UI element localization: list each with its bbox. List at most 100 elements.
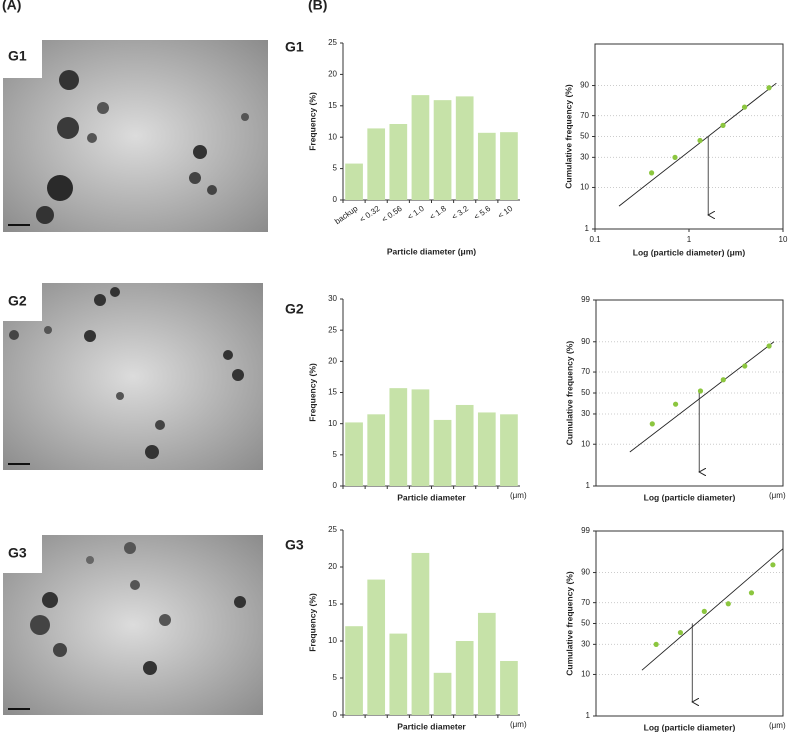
x-axis-label: Log (particle diameter)	[644, 722, 736, 732]
fit-line	[618, 82, 777, 207]
x-axis-label: Particle diameter	[397, 492, 466, 502]
point	[725, 601, 731, 607]
y-tick-label: 15	[328, 599, 337, 608]
point	[720, 122, 726, 128]
bar	[500, 414, 518, 486]
point	[701, 608, 707, 614]
panel-label: (A)	[2, 0, 21, 13]
y-tick-label: 0	[333, 481, 338, 490]
point	[697, 388, 704, 394]
point	[672, 154, 678, 160]
micrograph	[3, 535, 263, 715]
bar	[367, 128, 386, 200]
unit-label: (μm)	[510, 720, 527, 729]
y-tick-label: 5	[333, 673, 338, 682]
y-tick-label: 10	[581, 439, 590, 448]
micrograph-label: G2	[8, 293, 27, 309]
y-tick-label: 25	[328, 525, 337, 534]
x-axis-label: Log (particle diameter) (μm)	[633, 247, 746, 257]
y-tick-label: 70	[581, 367, 590, 376]
bar	[367, 414, 386, 486]
unit-label: (μm)	[769, 721, 786, 730]
y-tick-label: 25	[328, 38, 337, 47]
y-tick-label: 20	[328, 70, 337, 79]
y-tick-label: 15	[328, 101, 337, 110]
y-axis-label: Cumulative frequency (%)	[564, 341, 574, 446]
x-tick-label: < 0.32	[358, 204, 382, 225]
bar	[477, 412, 496, 486]
x-tick-label: < 0.56	[380, 204, 404, 225]
bar	[345, 163, 363, 200]
panel-label: (B)	[308, 0, 327, 13]
x-tick-label: 10	[779, 235, 788, 244]
y-axis-label: Frequency (%)	[307, 363, 317, 422]
bar	[500, 660, 518, 715]
y-axis-label: Frequency (%)	[307, 92, 317, 151]
point	[653, 641, 659, 647]
x-tick-label: backup	[333, 204, 360, 226]
point	[766, 343, 772, 349]
point	[649, 421, 655, 427]
bar	[389, 633, 408, 715]
y-tick-label: 50	[581, 619, 590, 628]
y-tick-label: 10	[328, 636, 337, 645]
y-tick-label: 10	[328, 132, 337, 141]
y-tick-label: 0	[333, 195, 338, 204]
bar	[455, 641, 474, 715]
micrograph	[3, 40, 268, 232]
y-tick-label: 30	[581, 409, 590, 418]
y-tick-label: 1	[585, 224, 590, 233]
unit-label: (μm)	[769, 491, 786, 500]
bar	[411, 95, 430, 200]
x-tick-label: < 10	[496, 204, 515, 221]
bar	[411, 389, 430, 486]
x-tick-label: < 5.6	[472, 204, 492, 222]
unit-label: (μm)	[510, 491, 527, 500]
y-tick-label: 1	[586, 711, 591, 720]
point	[720, 377, 726, 383]
bar	[389, 124, 408, 200]
y-axis-label: Frequency (%)	[307, 593, 317, 652]
bar	[389, 388, 408, 486]
bar	[411, 552, 430, 715]
y-tick-label: 90	[581, 337, 590, 346]
y-tick-label: 30	[580, 152, 589, 161]
y-tick-label: 70	[581, 598, 590, 607]
x-tick-label: < 1.8	[428, 204, 448, 222]
y-tick-label: 50	[581, 388, 590, 397]
x-axis-label: Particle diameter	[397, 721, 466, 731]
x-axis-label: Log (particle diameter)	[644, 492, 736, 502]
y-tick-label: 1	[586, 481, 591, 490]
point	[677, 629, 684, 636]
bar	[455, 96, 474, 200]
y-axis-label: Cumulative frequency (%)	[564, 571, 574, 676]
x-tick-label: 1	[687, 235, 692, 244]
y-tick-label: 90	[581, 568, 590, 577]
y-tick-label: 10	[328, 419, 337, 428]
bar	[455, 404, 474, 486]
y-tick-label: 10	[581, 670, 590, 679]
point	[748, 590, 755, 596]
plot-frame	[595, 530, 784, 717]
y-tick-label: 25	[328, 325, 337, 334]
x-axis-label: Particle diameter (μm)	[387, 246, 476, 256]
x-tick-label: < 1.0	[406, 204, 426, 222]
bar	[345, 422, 363, 486]
y-tick-label: 20	[328, 356, 337, 365]
y-tick-label: 0	[333, 710, 338, 719]
bar	[477, 132, 496, 200]
chart-title: G1	[285, 39, 304, 55]
micrograph-label: G1	[8, 48, 27, 64]
bar	[477, 612, 496, 715]
y-tick-label: 20	[328, 562, 337, 571]
plot-frame	[595, 299, 784, 487]
point	[648, 170, 655, 176]
y-tick-label: 99	[581, 295, 590, 304]
micrograph-label: G3	[8, 545, 27, 561]
bar	[345, 626, 363, 715]
fit-line	[629, 341, 775, 453]
y-tick-label: 30	[581, 639, 590, 648]
y-tick-label: 90	[580, 81, 589, 90]
bar	[433, 672, 452, 715]
